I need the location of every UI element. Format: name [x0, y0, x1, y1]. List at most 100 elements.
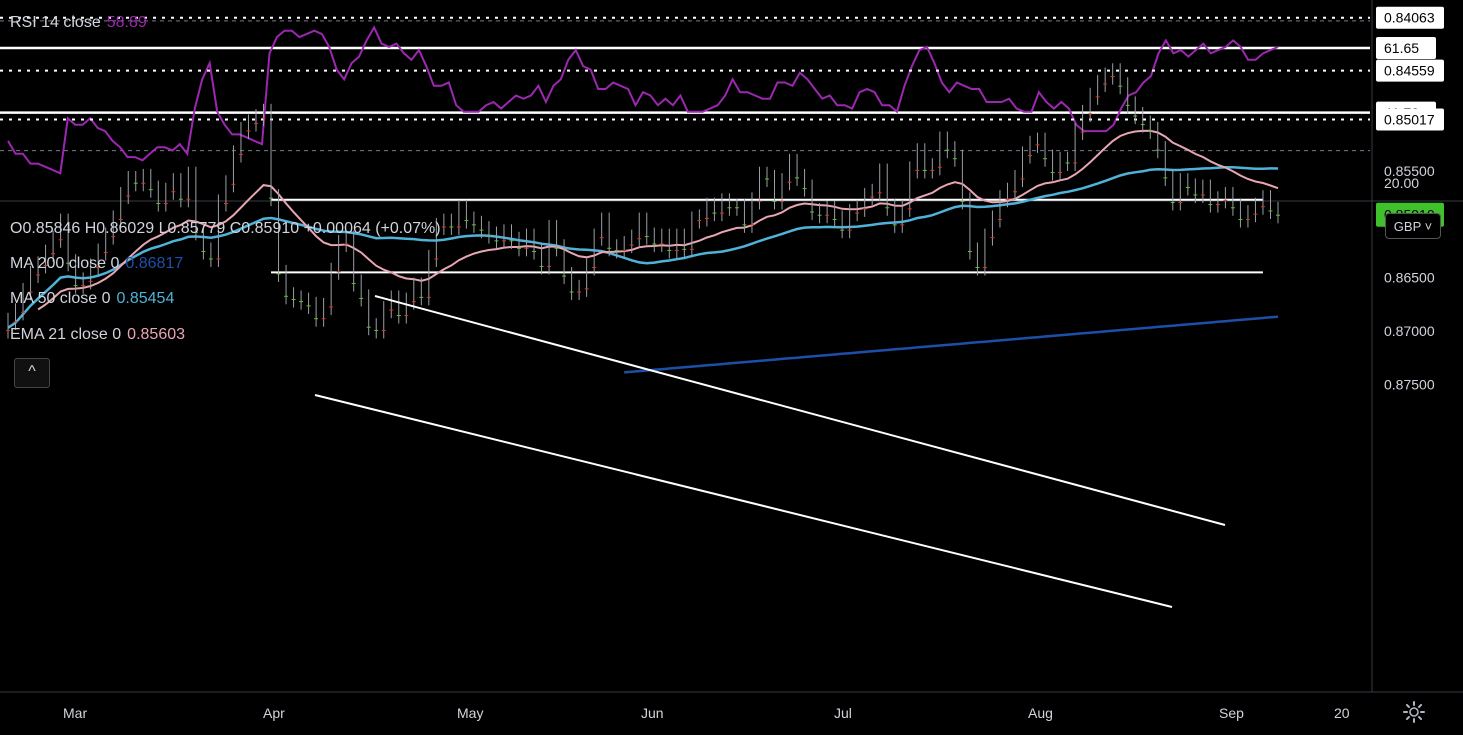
candle-body: [193, 231, 198, 233]
candle-body: [133, 182, 138, 184]
gear-icon[interactable]: [1402, 700, 1426, 724]
candle-body: [990, 237, 995, 239]
candle-body: [96, 267, 101, 268]
candle-body: [1185, 187, 1190, 188]
candle-body: [13, 321, 18, 323]
candle-body: [644, 236, 649, 238]
candle-body: [321, 318, 326, 320]
time-axis-label-1: Apr: [263, 705, 285, 721]
candle-body: [592, 267, 597, 268]
candle-body: [81, 285, 86, 287]
price-axis-tick-1: 0.87000: [1384, 323, 1435, 339]
candle-body: [171, 191, 176, 193]
candle-body: [501, 240, 506, 242]
currency-button[interactable]: GBP ˅: [1385, 213, 1441, 239]
candle-body: [569, 291, 574, 293]
support-tag-bg-2: [1376, 6, 1444, 29]
candle-body: [366, 326, 371, 328]
candle-body: [532, 251, 537, 252]
candle-body: [689, 248, 694, 250]
candle-body: [1140, 124, 1145, 126]
candle-body: [937, 166, 942, 168]
candle-body: [637, 238, 642, 240]
candle-body: [43, 264, 48, 266]
candle-body: [223, 203, 228, 204]
candle-body: [832, 219, 837, 220]
candle-body: [359, 297, 364, 299]
candle-body: [1238, 219, 1243, 220]
candle-body: [749, 224, 754, 226]
rsi-title: RSI 14 close: [10, 14, 101, 31]
candle-body: [1155, 149, 1160, 151]
rsi-level-tag-bg-0: [1376, 37, 1436, 59]
candle-body: [517, 247, 522, 249]
candle-body: [930, 169, 935, 171]
time-axis-label-3: Jun: [641, 705, 664, 721]
candle-body: [1073, 162, 1078, 164]
candle-body: [186, 198, 191, 200]
candle-body: [434, 258, 439, 260]
candle-body: [389, 309, 394, 311]
candle-body: [1223, 199, 1228, 201]
candle-body: [975, 267, 980, 268]
candle-body: [299, 301, 304, 303]
candle-body: [306, 305, 311, 307]
ma50-legend: MA 50 close 0 0.85454: [10, 290, 174, 308]
candle-body: [58, 239, 63, 241]
candle-body: [584, 288, 589, 290]
candle-body: [28, 291, 33, 293]
candle-body: [471, 224, 476, 226]
candle-body: [1118, 85, 1123, 87]
candle-body: [1148, 130, 1153, 132]
rsi-axis-tick-2: 20.00: [1384, 175, 1419, 191]
support-tag-1: 0.84559: [1384, 63, 1435, 79]
channel-upper-line: [374, 295, 1226, 526]
ma200-value: 0.86817: [125, 255, 184, 272]
candle-body: [1133, 115, 1138, 117]
candle-body: [441, 226, 446, 228]
candle-body: [291, 299, 296, 300]
price-axis-tick-4: 0.85500: [1384, 163, 1435, 179]
candle-body: [772, 200, 777, 202]
candle-body: [51, 253, 56, 255]
ma200-legend: MA 200 close 0 0.86817: [10, 255, 183, 273]
candle-body: [1178, 201, 1183, 203]
candle-body: [374, 329, 379, 331]
candle-body: [111, 236, 116, 238]
candle-body: [253, 123, 258, 124]
candle-body: [659, 243, 664, 245]
rsi-level-tag-0: 61.65: [1384, 40, 1419, 56]
chevron-up-icon: ^: [28, 363, 36, 380]
candle-body: [238, 153, 243, 155]
support-tag-0: 0.85017: [1384, 111, 1435, 127]
ema21-legend: EMA 21 close 0 0.85603: [10, 326, 185, 344]
candle-body: [269, 197, 274, 199]
candle-body: [727, 207, 732, 209]
candle-body: [840, 229, 845, 231]
candle-body: [411, 301, 416, 303]
candle-body: [1163, 177, 1168, 179]
ma50-value: 0.85454: [116, 290, 175, 307]
candle-body: [674, 249, 679, 251]
candle-body: [547, 265, 552, 267]
candle-body: [163, 203, 168, 204]
candle-body: [1050, 172, 1055, 174]
candle-body: [1276, 214, 1280, 216]
candle-body: [419, 296, 424, 298]
candle-body: [757, 200, 762, 202]
candle-body: [246, 130, 251, 132]
candle-body: [1095, 96, 1100, 98]
candle-body: [907, 208, 912, 210]
collapse-legend-button[interactable]: ^: [14, 358, 50, 388]
candle-body: [1230, 207, 1235, 209]
candle-body: [344, 243, 349, 245]
ma200-label: MA 200 close 0: [10, 255, 120, 272]
candle-body: [847, 229, 852, 231]
candle-body: [892, 224, 897, 226]
candle-body: [554, 247, 559, 249]
candle-body: [276, 273, 281, 275]
candle-body: [629, 244, 634, 246]
candle-body: [855, 212, 860, 214]
candle-body: [284, 295, 289, 297]
